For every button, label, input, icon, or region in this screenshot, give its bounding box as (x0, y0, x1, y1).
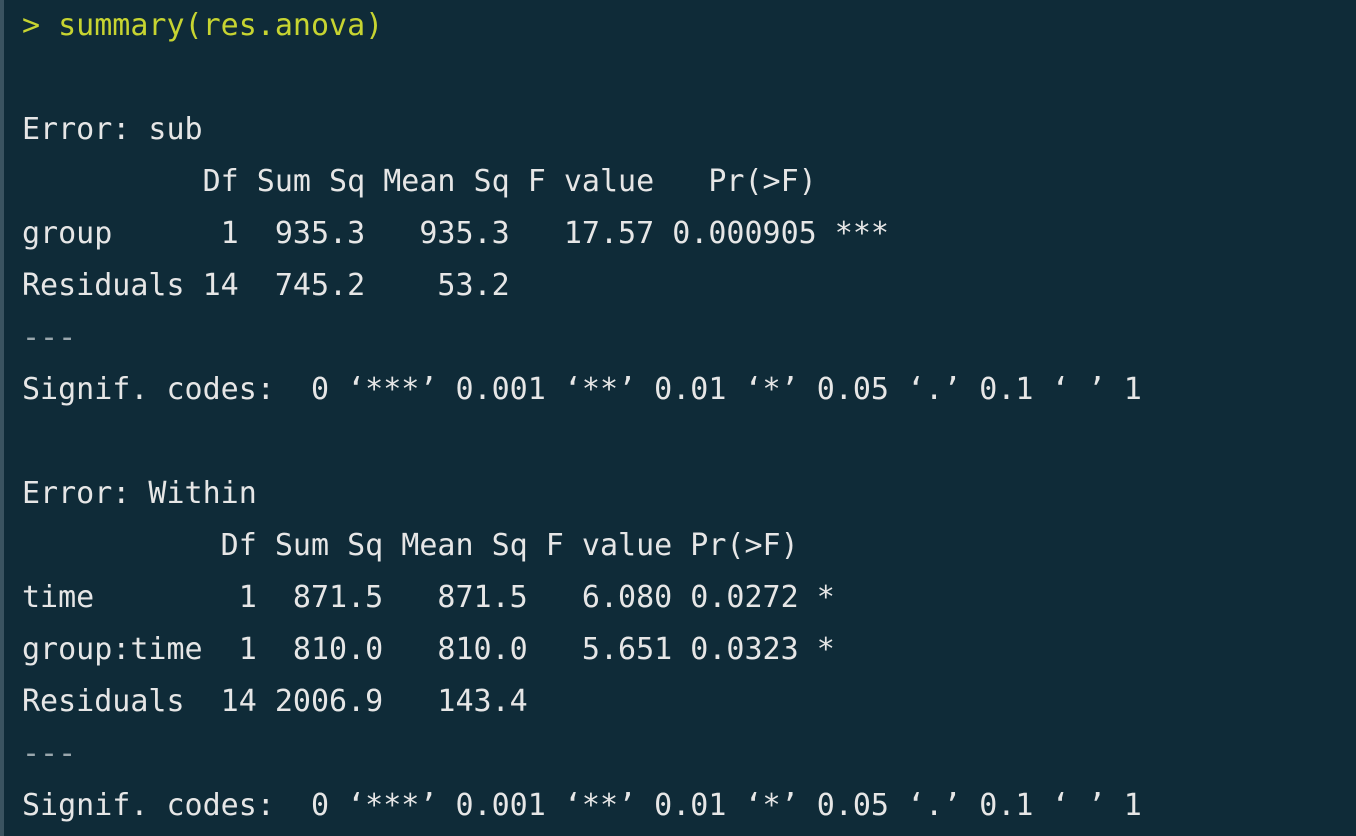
separator: --- (22, 736, 77, 771)
anova-row-residuals: Residuals 14 745.2 53.2 (22, 268, 835, 303)
anova-row-group-time: group:time 1 810.0 810.0 5.651 0.0323 * (22, 632, 835, 667)
anova-table-header: Df Sum Sq Mean Sq F value Pr(>F) (22, 528, 835, 563)
command-line: > summary(res.anova) (22, 8, 384, 43)
anova-row-time: time 1 871.5 871.5 6.080 0.0272 * (22, 580, 835, 615)
signif-codes: Signif. codes: 0 ‘***’ 0.001 ‘**’ 0.01 ‘… (22, 372, 1142, 407)
anova-row-group: group 1 935.3 935.3 17.57 0.000905 *** (22, 216, 889, 251)
signif-codes: Signif. codes: 0 ‘***’ 0.001 ‘**’ 0.01 ‘… (22, 788, 1142, 823)
error-header-sub: Error: sub (22, 112, 203, 147)
error-header-within: Error: Within (22, 476, 257, 511)
anova-table-header: Df Sum Sq Mean Sq F value Pr(>F) (22, 164, 889, 199)
separator: --- (22, 320, 77, 355)
anova-row-residuals: Residuals 14 2006.9 143.4 (22, 684, 835, 719)
